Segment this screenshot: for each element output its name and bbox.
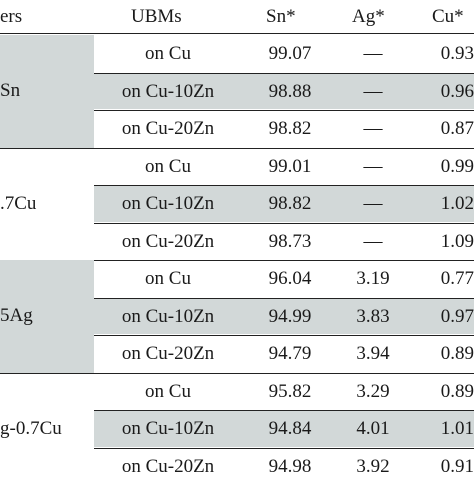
header-cu: Cu* <box>432 6 464 27</box>
sn-cell: 99.01 <box>268 155 312 177</box>
sn-cell: 98.73 <box>268 230 312 252</box>
cu-cell: 0.77 <box>440 268 474 289</box>
group-rule <box>0 260 474 261</box>
ubm-cell: on Cu-10Zn <box>121 193 215 214</box>
cu-cell: 0.93 <box>440 43 474 64</box>
solder-label: Sn <box>0 80 21 102</box>
cu-cell: 0.91 <box>440 455 474 477</box>
sn-cell: 94.99 <box>268 305 312 327</box>
ubm-cell: on Cu <box>145 155 191 177</box>
ubm-cell: on Cu-20Zn <box>121 455 215 477</box>
ubm-cell: on Cu-20Zn <box>121 230 215 252</box>
cu-cell: 0.87 <box>440 118 474 139</box>
ag-cell: 4.01 <box>356 418 390 439</box>
sn-cell: 98.82 <box>268 193 312 214</box>
row-rule <box>94 222 474 224</box>
group-rule <box>0 147 474 149</box>
ubm-cell: on Cu-20Zn <box>121 118 215 139</box>
sn-cell: 94.84 <box>268 418 312 439</box>
ubm-cell: on Cu-10Zn <box>121 80 215 102</box>
cu-cell: 1.01 <box>440 418 474 439</box>
ubm-cell: on Cu-20Zn <box>121 343 215 364</box>
cu-cell: 0.97 <box>440 305 474 327</box>
row-shade <box>94 73 474 109</box>
sn-cell: 95.82 <box>268 380 312 402</box>
ubm-cell: on Cu <box>145 380 191 402</box>
ag-cell: — <box>363 43 383 64</box>
sn-cell: 94.79 <box>268 343 312 364</box>
ag-cell: — <box>363 155 383 177</box>
ag-cell: — <box>363 118 383 139</box>
header-rule <box>0 33 474 34</box>
row-shade <box>94 411 474 447</box>
solder-cell-shade <box>0 35 94 148</box>
ag-cell: 3.19 <box>356 268 390 289</box>
header-ag: Ag* <box>352 6 385 27</box>
ag-cell: 3.92 <box>356 455 390 477</box>
ubm-cell: on Cu-10Zn <box>121 418 215 439</box>
solder-label: g-0.7Cu <box>0 417 62 439</box>
row-shade <box>94 298 474 334</box>
header-sn: Sn* <box>266 6 296 27</box>
sn-cell: 98.88 <box>268 80 312 102</box>
ag-cell: 3.83 <box>356 305 390 327</box>
row-rule <box>94 297 474 299</box>
row-rule <box>94 185 474 186</box>
sn-cell: 96.04 <box>268 268 312 289</box>
cu-cell: 0.96 <box>440 80 474 102</box>
ubm-cell: on Cu <box>145 43 191 64</box>
cu-cell: 1.09 <box>440 230 474 252</box>
ag-cell: — <box>363 193 383 214</box>
sn-cell: 99.07 <box>268 43 312 64</box>
header-solders: ers <box>0 6 23 27</box>
row-rule <box>94 410 474 411</box>
solder-cell-shade <box>0 260 94 373</box>
row-shade <box>94 186 474 222</box>
ubm-cell: on Cu <box>145 268 191 289</box>
ag-cell: 3.29 <box>356 380 390 402</box>
solder-label: 5Ag <box>0 305 33 327</box>
cu-cell: 0.89 <box>440 343 474 364</box>
cu-cell: 0.89 <box>440 380 474 402</box>
group-rule <box>0 372 474 374</box>
composition-table: ers UBMs Sn* Ag* Cu* on Cu 99.07 — 0.93 on C… <box>0 6 474 477</box>
sn-cell: 94.98 <box>268 455 312 477</box>
row-rule <box>94 335 474 336</box>
ubm-cell: on Cu-10Zn <box>121 305 215 327</box>
row-rule <box>94 72 474 74</box>
header-ubms: UBMs <box>131 6 182 27</box>
cu-cell: 0.99 <box>440 155 474 177</box>
row-rule <box>94 110 474 111</box>
cu-cell: 1.02 <box>440 193 474 214</box>
ag-cell: 3.94 <box>356 343 390 364</box>
sn-cell: 98.82 <box>268 118 312 139</box>
row-rule <box>94 447 474 449</box>
solder-label: .7Cu <box>0 192 37 214</box>
ag-cell: — <box>363 230 383 252</box>
ag-cell: — <box>363 80 383 102</box>
